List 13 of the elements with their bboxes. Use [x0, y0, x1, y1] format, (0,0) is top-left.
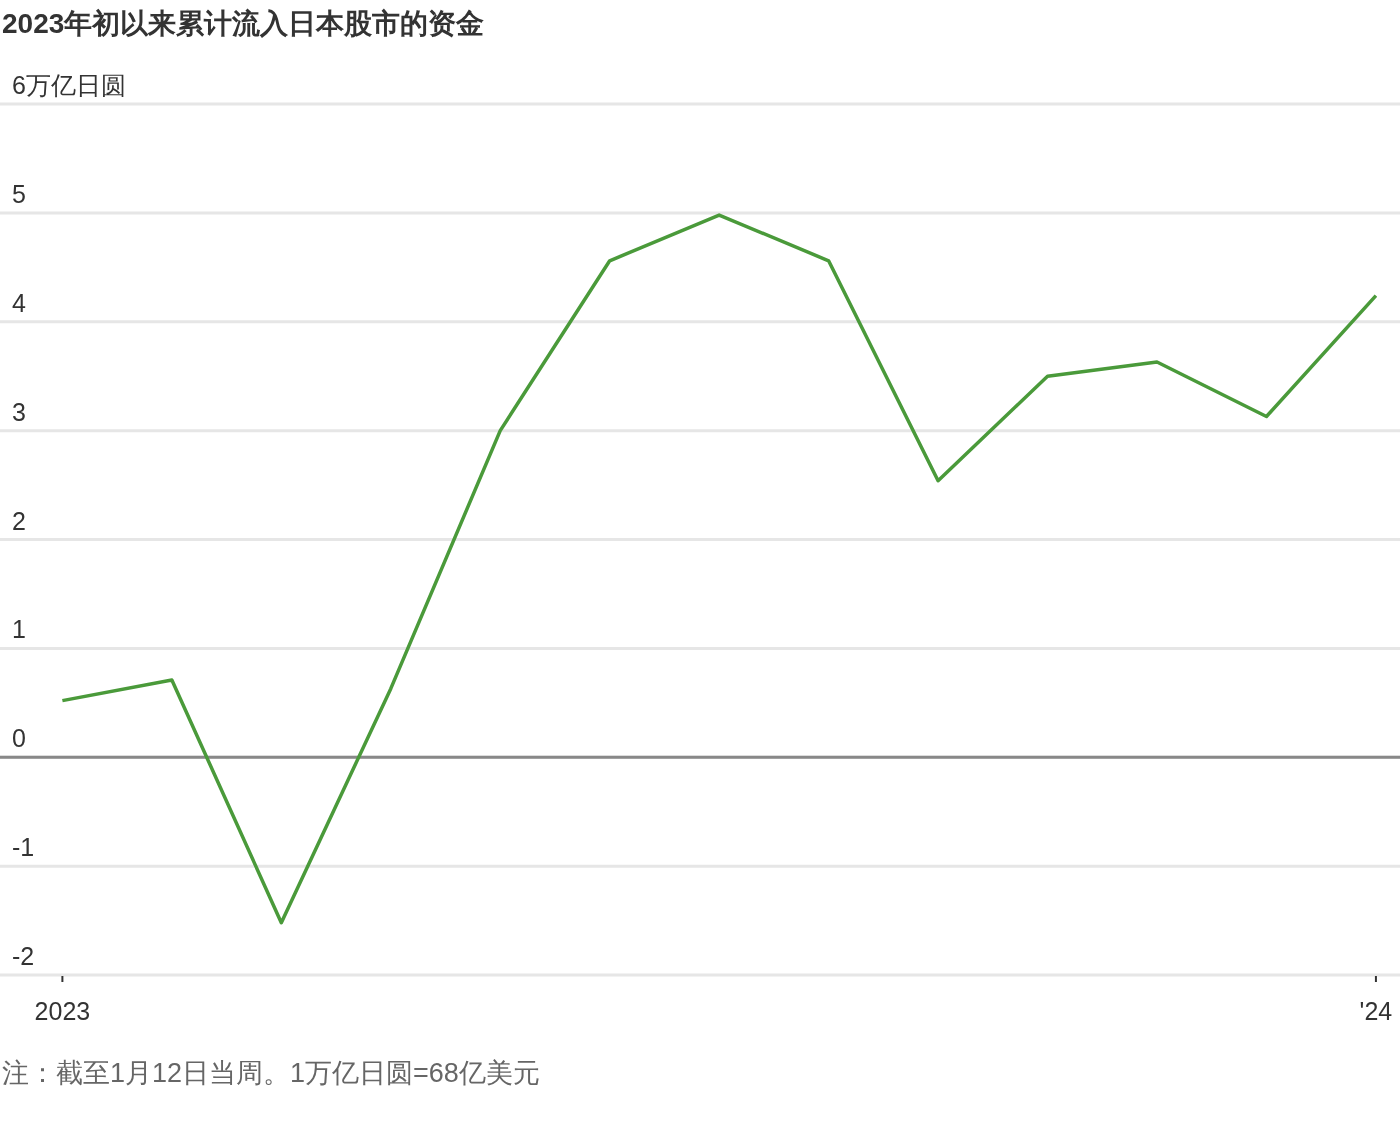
- y-tick-label: 6万亿日圆: [12, 71, 126, 99]
- x-tick-label: 2023: [34, 997, 91, 1025]
- y-tick-label: 0: [12, 724, 26, 753]
- y-tick-label: 4: [12, 288, 26, 317]
- y-tick-label: 1: [12, 615, 26, 644]
- y-tick-label: -1: [12, 833, 35, 862]
- y-tick-label: 3: [12, 397, 26, 426]
- y-tick-label: 5: [12, 179, 26, 208]
- x-tick-label: '24: [1359, 997, 1393, 1025]
- text: 注：截至1月12日当周。1万亿日圆=68亿美元: [2, 1058, 540, 1088]
- y-tick-label: 2: [12, 506, 26, 535]
- chart-title: 2023年初以来累计流入日本股市的资金: [2, 8, 485, 39]
- y-tick-label: -2: [12, 942, 35, 970]
